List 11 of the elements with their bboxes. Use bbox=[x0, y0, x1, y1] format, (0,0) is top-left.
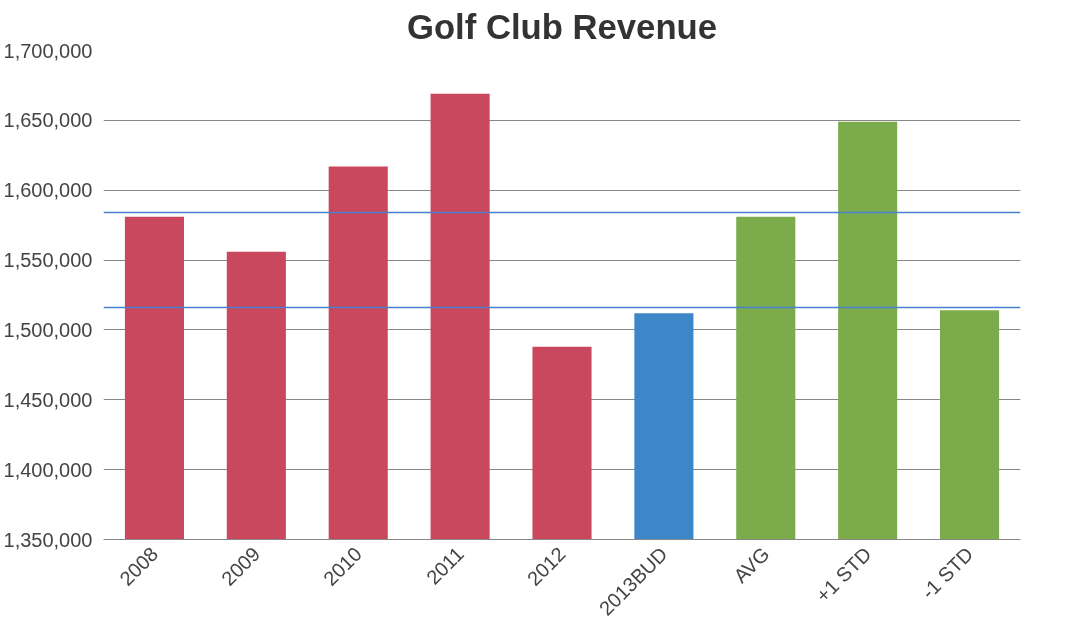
y-tick-label: 1,600,000 bbox=[3, 179, 93, 202]
x-tick-label: +1 STD bbox=[811, 542, 876, 607]
x-tick-label: -1 STD bbox=[916, 542, 978, 604]
chart-title: Golf Club Revenue bbox=[406, 7, 718, 46]
y-tick-label: 1,700,000 bbox=[3, 39, 93, 62]
y-tick-label: 1,350,000 bbox=[3, 528, 93, 551]
y-tick-label: 1,650,000 bbox=[3, 109, 93, 132]
y-tick-label: 1,550,000 bbox=[3, 249, 93, 272]
y-tick-label: 1,400,000 bbox=[3, 458, 93, 481]
y-tick-label: 1,450,000 bbox=[3, 388, 93, 411]
y-tick-label: 1,500,000 bbox=[3, 318, 93, 341]
